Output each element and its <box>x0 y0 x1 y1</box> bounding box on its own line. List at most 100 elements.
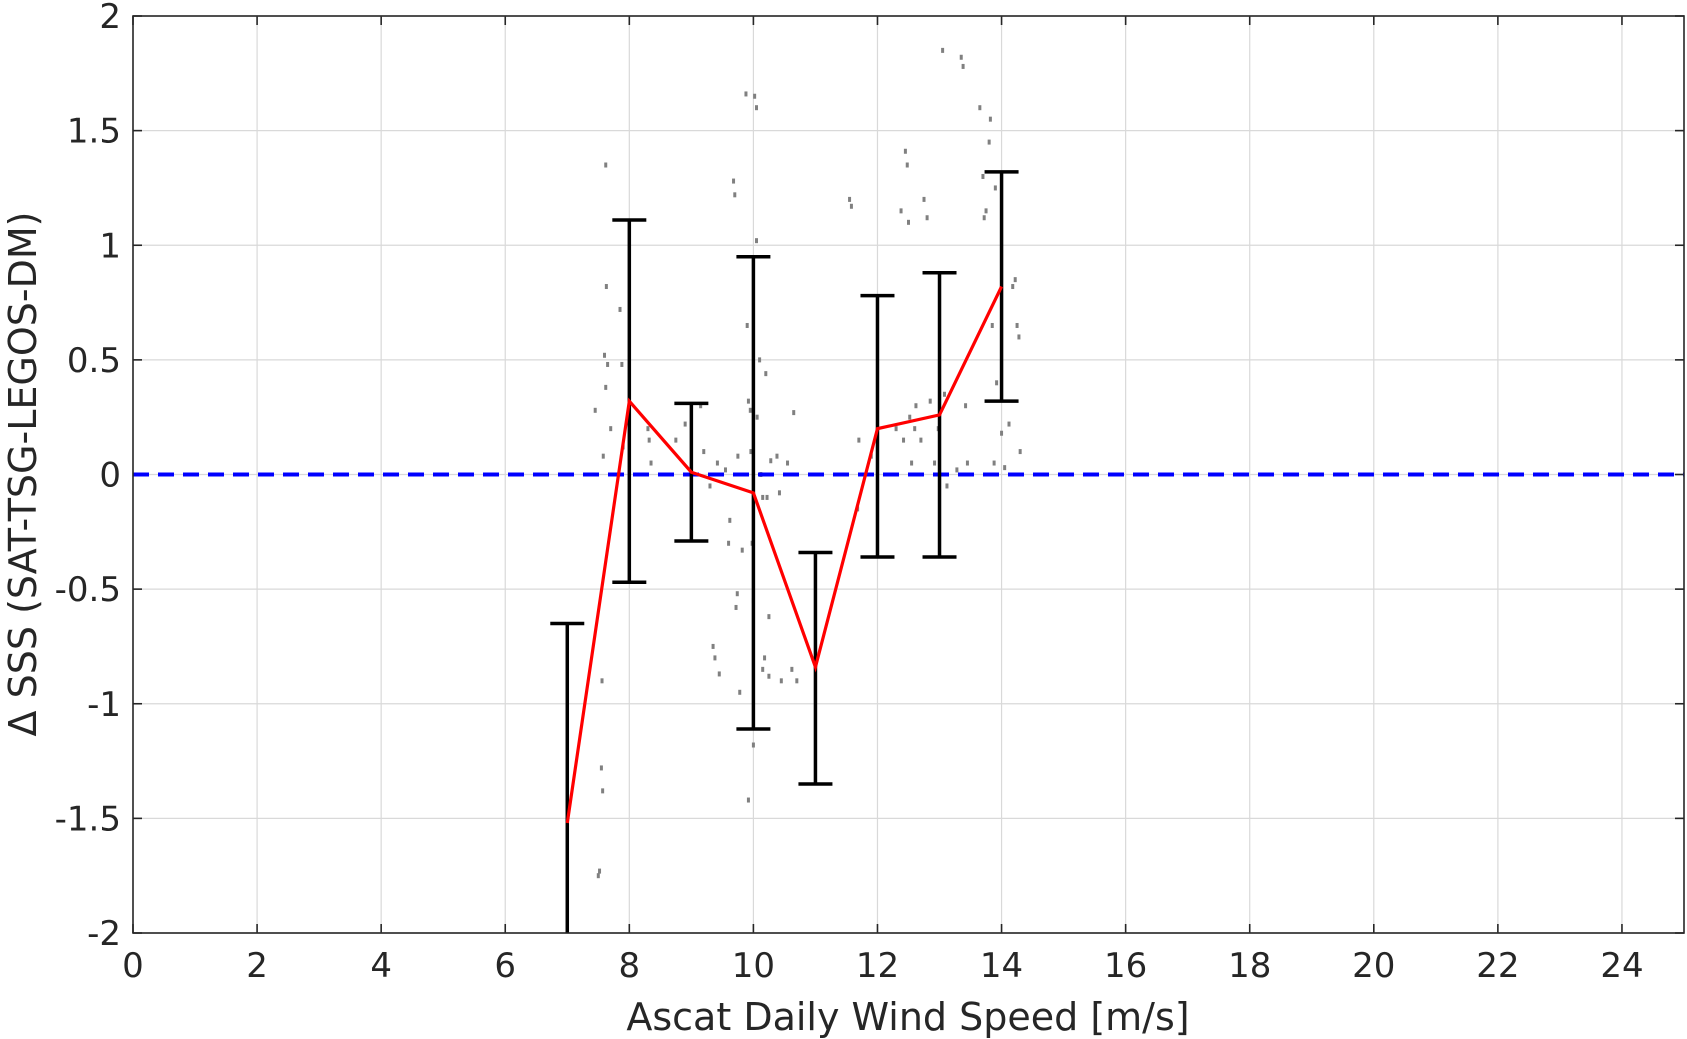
sample-point <box>941 47 945 53</box>
sample-point <box>933 460 937 466</box>
sample-point <box>988 116 992 122</box>
sample-point <box>978 105 982 111</box>
sample-point <box>596 873 600 879</box>
sample-point <box>715 460 719 466</box>
sample-point <box>646 426 650 432</box>
sample-point <box>751 742 755 748</box>
sample-point <box>740 547 744 553</box>
sample-point <box>964 403 968 409</box>
sample-point <box>959 54 963 60</box>
y-tick-label: 2 <box>99 0 121 37</box>
sample-point <box>647 437 651 443</box>
sample-point <box>777 490 781 496</box>
sample-point <box>711 643 715 649</box>
sample-point <box>603 352 607 358</box>
sample-point <box>713 655 717 661</box>
sample-points <box>593 47 1022 879</box>
sample-point <box>1018 449 1022 455</box>
sample-point <box>767 673 771 679</box>
sample-point <box>748 407 752 413</box>
sample-point <box>728 517 732 523</box>
sample-point <box>902 437 906 443</box>
sample-point <box>604 384 608 390</box>
sample-point <box>738 689 742 695</box>
sample-point <box>599 765 603 771</box>
sample-point <box>593 407 597 413</box>
sample-point <box>848 196 852 202</box>
sample-point <box>601 788 605 794</box>
sample-point <box>735 591 739 597</box>
sample-point <box>1003 465 1007 471</box>
mean-line-path <box>565 285 1004 824</box>
x-tick-label: 6 <box>494 946 516 986</box>
x-tick-label: 20 <box>1352 946 1395 986</box>
sample-point <box>746 797 750 803</box>
sample-point <box>755 414 759 420</box>
sample-point <box>982 215 986 221</box>
sample-point <box>790 666 794 672</box>
sample-point <box>995 380 999 386</box>
sample-point <box>922 196 926 202</box>
y-tick-label: 0 <box>99 456 121 496</box>
sample-point <box>857 437 861 443</box>
sample-point <box>908 414 912 420</box>
sample-point <box>990 322 994 328</box>
sample-point <box>758 357 762 363</box>
sample-point <box>683 421 687 427</box>
x-tick-label: 12 <box>856 946 899 986</box>
y-tick-label: -0.5 <box>55 570 121 610</box>
sample-point <box>792 410 796 416</box>
sample-point <box>744 91 748 97</box>
x-tick-labels: 0 2 4 6 8 10 12 14 16 18 20 22 24 <box>122 946 1643 986</box>
sample-point <box>914 403 918 409</box>
sample-point <box>761 666 765 672</box>
axes-frame <box>132 15 1685 934</box>
sample-point <box>604 284 608 290</box>
sample-point <box>849 203 853 209</box>
x-tick-label: 8 <box>618 946 640 986</box>
sample-point <box>699 403 703 409</box>
sample-point <box>733 192 737 198</box>
sample-point <box>600 678 604 684</box>
sample-point <box>749 449 753 455</box>
x-tick-label: 16 <box>1104 946 1147 986</box>
sample-point <box>942 391 946 397</box>
sample-point <box>601 453 605 459</box>
x-tick-label: 24 <box>1600 946 1643 986</box>
sample-point <box>606 361 610 367</box>
sample-point <box>795 678 799 684</box>
y-tick-label: 1.5 <box>67 112 121 152</box>
y-tick-label: 0.5 <box>67 341 121 381</box>
y-tick-label: -2 <box>87 914 121 954</box>
x-tick-label: 2 <box>246 946 268 986</box>
y-tick-label: -1 <box>87 685 121 725</box>
sample-point <box>984 208 988 214</box>
sample-point <box>907 219 910 225</box>
sample-point <box>717 671 721 677</box>
error-bar <box>860 293 895 559</box>
error-bar <box>550 621 585 933</box>
sample-point <box>899 208 903 214</box>
sample-point <box>910 460 914 466</box>
sample-point <box>992 460 996 466</box>
mean-line <box>565 285 1004 824</box>
sample-point <box>925 215 929 221</box>
sample-point <box>723 467 727 473</box>
sample-point <box>674 437 678 443</box>
sample-point <box>1015 322 1019 328</box>
x-tick-label: 4 <box>370 946 392 986</box>
sample-point <box>765 494 769 500</box>
sample-point <box>763 655 767 661</box>
sample-point <box>965 460 969 466</box>
y-tick-label: -1.5 <box>55 799 121 839</box>
sample-point <box>928 398 932 404</box>
sample-point <box>734 604 738 610</box>
y-tick-labels: -2 -1.5 -1 -0.5 0 0.5 1 1.5 2 <box>55 0 121 954</box>
sample-point <box>727 540 731 546</box>
sample-point <box>708 483 712 489</box>
y-axis-label: Δ SSS (SAT-TSG-LEGOS-DM) <box>1 212 45 737</box>
sample-point <box>764 371 768 377</box>
x-tick-label: 18 <box>1228 946 1271 986</box>
sample-point <box>894 426 898 432</box>
